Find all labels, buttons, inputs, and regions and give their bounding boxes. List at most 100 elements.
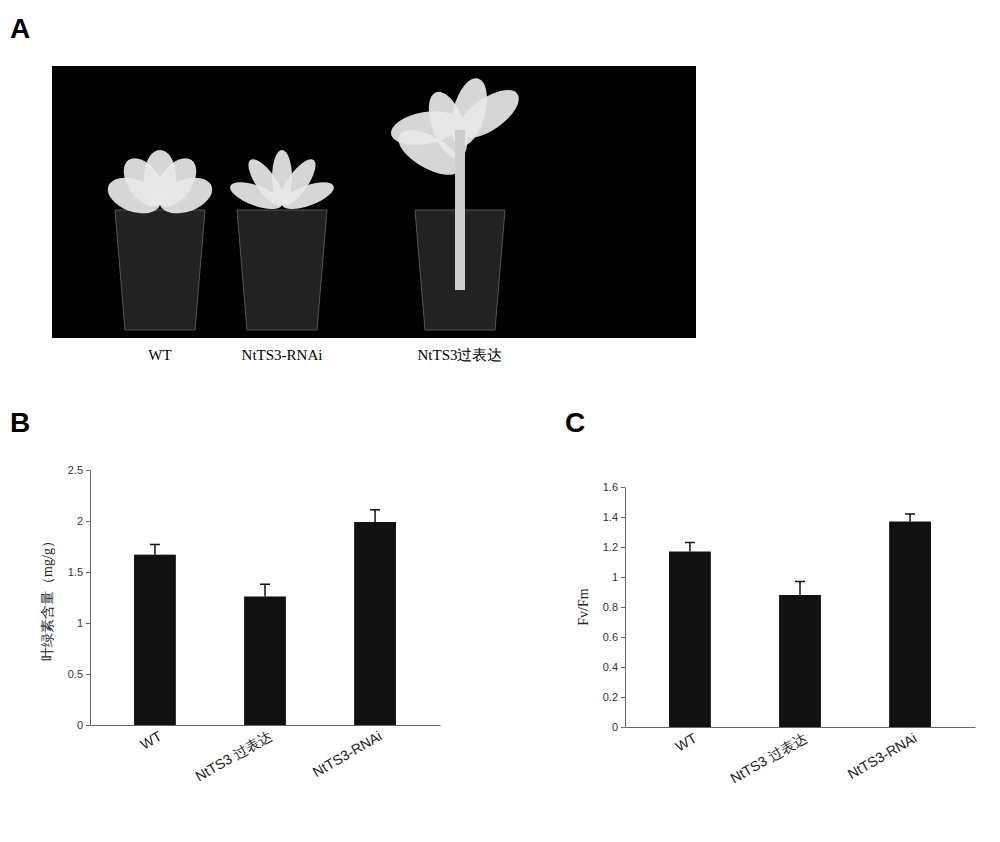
error-line xyxy=(689,543,691,552)
tick: 2.5 xyxy=(68,464,90,476)
leaf xyxy=(388,106,462,150)
tick-mark xyxy=(621,727,625,728)
tick-label: 0.4 xyxy=(603,661,618,673)
tick: 1.4 xyxy=(603,511,625,523)
tick-mark xyxy=(621,547,625,548)
tick: 0.5 xyxy=(68,668,90,680)
error-cap xyxy=(685,542,695,544)
tick-mark xyxy=(621,667,625,668)
tick-label: 0.8 xyxy=(603,601,618,613)
tick-label: WT xyxy=(138,728,165,753)
bar xyxy=(244,596,286,725)
tick-label: WT xyxy=(673,730,700,755)
tick-mark xyxy=(86,725,90,726)
chart-panel: C 0 0.2 0.4 0.6 0.8 1 1.2 1.4 1.6 WT NtTS3 过表达 NtTS3… xyxy=(565,407,976,786)
stem xyxy=(455,130,465,290)
tick: WT xyxy=(138,728,165,753)
axis-line xyxy=(90,471,91,726)
tick: WT xyxy=(673,730,700,755)
axis-line xyxy=(91,725,441,726)
tick-label: NtTS3 过表达 xyxy=(727,730,809,787)
tick-mark xyxy=(621,637,625,638)
pot xyxy=(237,210,327,330)
tick: 1.6 xyxy=(603,481,625,493)
tick: 1 xyxy=(612,571,625,583)
tick-label: 2 xyxy=(77,515,83,527)
tick-mark xyxy=(621,517,625,518)
tick-label: 0 xyxy=(77,719,83,731)
error-line xyxy=(154,544,156,554)
error-bar xyxy=(370,510,380,522)
tick-mark xyxy=(621,487,625,488)
y-axis: 0 0.5 1 1.5 2 2.5 xyxy=(68,464,91,731)
tick-label: NtTS3-RNAi xyxy=(845,730,920,782)
figure: A WT NtTS3-RNAi NtTS3过表达 B 0 0.5 1 1.5 2 2.5 WT NtTS… xyxy=(0,0,1000,842)
tick: 0 xyxy=(612,721,625,733)
tick-label: NtTS3-RNAi xyxy=(310,728,385,780)
plot-area xyxy=(134,510,396,725)
error-line xyxy=(374,510,376,522)
x-axis: WT NtTS3 过表达 NtTS3-RNAi xyxy=(626,728,976,787)
tick-mark xyxy=(86,470,90,471)
tick-label: 0 xyxy=(612,721,618,733)
axis-line xyxy=(625,488,626,728)
tick: 0.8 xyxy=(603,601,625,613)
tick-mark xyxy=(86,572,90,573)
bar xyxy=(134,555,176,725)
tick-label: 1.2 xyxy=(603,541,618,553)
chart-panel: B 0 0.5 1 1.5 2 2.5 WT NtTS3 过表达 NtTS3-RNAi 叶绿素含量（… xyxy=(10,407,441,784)
tick: NtTS3 过表达 xyxy=(727,730,809,787)
x-axis: WT NtTS3 过表达 NtTS3-RNAi xyxy=(91,726,441,785)
tick: 1.2 xyxy=(603,541,625,553)
tick: NtTS3 过表达 xyxy=(192,728,274,785)
photo-background xyxy=(52,66,696,338)
error-bar xyxy=(685,543,695,552)
error-cap xyxy=(905,513,915,515)
tick: 2 xyxy=(77,515,90,527)
tick: 0.6 xyxy=(603,631,625,643)
error-line xyxy=(909,514,911,522)
tick: 0.4 xyxy=(603,661,625,673)
error-bar xyxy=(150,544,160,554)
tick-label: 1 xyxy=(77,617,83,629)
plant xyxy=(103,150,217,330)
photo xyxy=(52,66,696,338)
tick-mark xyxy=(621,607,625,608)
y-axis-title: 叶绿素含量（mg/g） xyxy=(40,534,55,661)
pot xyxy=(115,210,205,330)
tick-label: 0.2 xyxy=(603,691,618,703)
error-bar xyxy=(795,582,805,596)
panel-letter: C xyxy=(565,407,585,438)
tick-label: 1.5 xyxy=(68,566,83,578)
error-bar xyxy=(260,584,270,596)
tick-label: 0.6 xyxy=(603,631,618,643)
tick: 0 xyxy=(77,719,90,731)
panel-letter: A xyxy=(10,13,30,44)
tick-label: 0.5 xyxy=(68,668,83,680)
error-line xyxy=(799,582,801,596)
error-line xyxy=(264,584,266,596)
leaf xyxy=(279,177,338,215)
tick: NtTS3-RNAi xyxy=(310,728,385,780)
bar xyxy=(669,552,711,728)
panel-letter: B xyxy=(10,407,30,438)
plant xyxy=(227,150,337,330)
tick: 1 xyxy=(77,617,90,629)
tick-label: NtTS3 过表达 xyxy=(192,728,274,785)
y-axis: 0 0.2 0.4 0.6 0.8 1 1.2 1.4 1.6 xyxy=(603,481,626,733)
tick-mark xyxy=(86,674,90,675)
tick-label: 1.6 xyxy=(603,481,618,493)
tick-mark xyxy=(86,623,90,624)
error-cap xyxy=(260,583,270,585)
y-axis-title: Fv/Fm xyxy=(576,588,591,625)
tick: NtTS3-RNAi xyxy=(845,730,920,782)
axis-line xyxy=(626,727,976,728)
tick: 1.5 xyxy=(68,566,90,578)
tick-label: 2.5 xyxy=(68,464,83,476)
tick-label: 1.4 xyxy=(603,511,618,523)
tick-mark xyxy=(621,697,625,698)
photo-label: WT xyxy=(148,347,171,363)
photo-label: NtTS3过表达 xyxy=(417,347,502,363)
bar xyxy=(779,595,821,727)
error-cap xyxy=(150,544,160,546)
